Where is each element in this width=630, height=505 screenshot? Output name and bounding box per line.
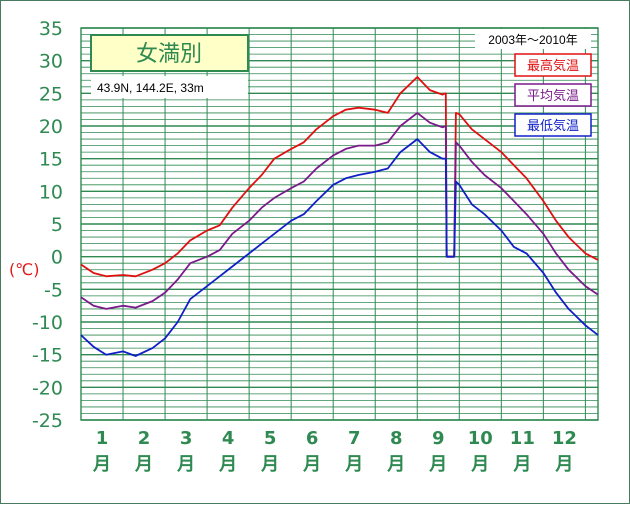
- x-tick-month-suffix: 月: [554, 454, 573, 475]
- x-tick-month-suffix: 月: [344, 454, 363, 475]
- series-lines: [80, 76, 599, 357]
- period-label: 2003年～2010年: [488, 33, 577, 47]
- title-box: [90, 34, 249, 72]
- x-tick-label: 3: [180, 428, 193, 449]
- y-axis-unit: (℃): [9, 260, 39, 279]
- x-tick-month-suffix: 月: [386, 454, 405, 475]
- chart-subtitle: 43.9N, 144.2E, 33m: [97, 81, 204, 95]
- y-tick-label: -15: [32, 345, 63, 367]
- legend-box: [514, 113, 592, 137]
- legend-label: 最高気温: [527, 58, 579, 74]
- x-axis-ticks: 1 月 2 月 3 月 4 月 5 月 6 月 7 月 8 月 9 月 10 月 11 月 12 月: [92, 428, 577, 475]
- series-line: [80, 112, 599, 310]
- subtitle-box: [91, 76, 248, 98]
- x-tick-month-suffix: 月: [428, 454, 447, 475]
- y-tick-label: 5: [51, 214, 63, 236]
- x-tick-label: 4: [222, 428, 235, 449]
- x-tick-label: 11: [510, 428, 535, 449]
- legend-box: [514, 53, 592, 77]
- x-tick-label: 2: [138, 428, 151, 449]
- x-tick-month-suffix: 月: [512, 454, 531, 475]
- x-tick-month-suffix: 月: [260, 454, 279, 475]
- grid-lines: [80, 27, 599, 421]
- x-tick-label: 7: [348, 428, 361, 449]
- y-axis-ticks: 35 30 25 20 15 10 5 0 -5 -10 -15 -20 -25: [32, 18, 63, 432]
- y-tick-label: 10: [39, 181, 63, 203]
- x-tick-label: 8: [390, 428, 403, 449]
- x-tick-month-suffix: 月: [218, 454, 237, 475]
- x-tick-month-suffix: 月: [134, 454, 153, 475]
- x-tick-month-suffix: 月: [470, 454, 489, 475]
- x-tick-month-suffix: 月: [176, 454, 195, 475]
- y-tick-label: 25: [39, 83, 63, 105]
- y-tick-label: 20: [39, 116, 63, 138]
- legend-label: 最低気温: [527, 118, 579, 134]
- chart-title: 女満別: [136, 42, 202, 67]
- x-tick-label: 6: [306, 428, 319, 449]
- series-line: [80, 76, 599, 278]
- y-tick-label: -10: [32, 312, 63, 334]
- series-line: [80, 138, 599, 357]
- y-tick-label: -25: [32, 410, 63, 432]
- x-tick-month-suffix: 月: [92, 454, 111, 475]
- x-tick-month-suffix: 月: [302, 454, 321, 475]
- plot-border: [80, 27, 599, 421]
- x-tick-label: 9: [432, 428, 445, 449]
- y-tick-label: 15: [39, 149, 63, 171]
- legend-label: 平均気温: [527, 88, 579, 104]
- y-tick-label: 30: [39, 51, 63, 73]
- legend-box: [514, 83, 592, 107]
- x-tick-label: 10: [468, 428, 493, 449]
- period-box: [475, 29, 591, 49]
- x-tick-label: 1: [96, 428, 109, 449]
- y-tick-label: 35: [39, 18, 63, 40]
- y-tick-label: 0: [51, 247, 63, 269]
- x-tick-label: 5: [264, 428, 277, 449]
- x-tick-label: 12: [552, 428, 577, 449]
- y-tick-label: -5: [44, 279, 63, 301]
- y-tick-label: -20: [32, 377, 63, 399]
